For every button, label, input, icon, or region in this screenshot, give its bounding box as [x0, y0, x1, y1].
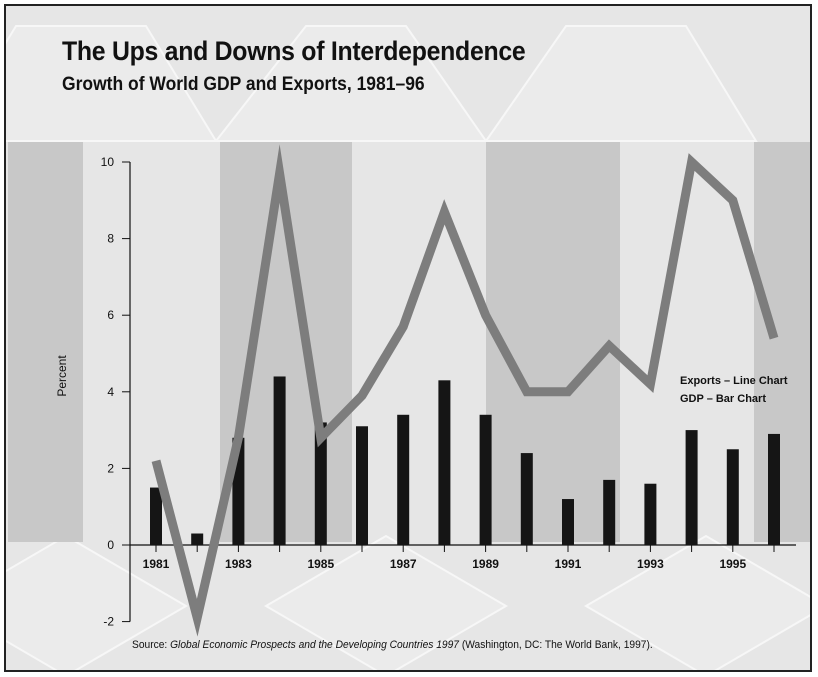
- legend-gdp: GDP – Bar Chart: [680, 393, 766, 405]
- gdp-bar: [314, 422, 327, 545]
- x-tick-label: 1995: [719, 557, 746, 571]
- gdp-bar: [356, 426, 368, 545]
- chart-title: The Ups and Downs of Interdependence: [62, 36, 526, 66]
- y-tick-label: 0: [107, 538, 114, 552]
- gdp-bar: [644, 483, 657, 545]
- axes: [122, 161, 796, 623]
- gdp-bar: [438, 380, 451, 545]
- gdp-bar: [726, 449, 739, 545]
- shaded-band: [486, 142, 620, 542]
- source-note: Source: Global Economic Prospects and th…: [132, 639, 653, 651]
- y-tick-label: 8: [107, 232, 114, 246]
- y-tick-label: 6: [107, 308, 114, 322]
- y-tick-label: 10: [101, 155, 115, 169]
- legend-exports: Exports – Line Chart: [680, 375, 788, 387]
- gdp-bar: [273, 376, 286, 545]
- exports-line-path: [151, 144, 779, 637]
- plot-area: -2 0 2 4 6 8 10 1981 1983 1985 1987 1989 1991 1993 199…: [55, 144, 796, 637]
- gdp-bar: [603, 479, 616, 545]
- x-tick-label: 1991: [555, 557, 582, 571]
- x-tick-label: 1983: [225, 557, 252, 571]
- gdp-bar: [191, 533, 204, 545]
- source-suffix: (Washington, DC: The World Bank, 1997).: [458, 639, 653, 651]
- gdp-bar: [685, 430, 698, 545]
- shaded-band: [8, 142, 83, 542]
- x-tick-label: 1987: [390, 557, 417, 571]
- x-tick-label: 1981: [143, 557, 170, 571]
- gdp-bar: [397, 414, 410, 545]
- chart-subtitle: Growth of World GDP and Exports, 1981–96: [62, 74, 425, 95]
- diamond-pattern: [6, 25, 810, 670]
- x-tick-label: 1989: [472, 557, 499, 571]
- y-tick-label: -2: [103, 615, 114, 629]
- gdp-bar: [150, 487, 162, 545]
- gdp-bar: [768, 433, 780, 545]
- axis-labels: -2 0 2 4 6 8 10 1981 1983 1985 1987 1989 1991 1993 199…: [101, 155, 747, 629]
- gdp-bar: [520, 453, 533, 545]
- x-tick-label: 1993: [637, 557, 664, 571]
- chart-figure: The Ups and Downs of Interdependence Gro…: [4, 4, 812, 672]
- y-tick-label: 4: [107, 385, 114, 399]
- y-axis-label: Percent: [55, 355, 69, 397]
- gdp-bars: [150, 376, 780, 545]
- source-prefix: Source:: [132, 639, 171, 651]
- shaded-band: [754, 142, 810, 542]
- source-title: Global Economic Prospects and the Develo…: [170, 639, 459, 651]
- y-tick-label: 2: [107, 461, 114, 475]
- x-tick-label: 1985: [307, 557, 334, 571]
- exports-line: [151, 144, 779, 637]
- gdp-bar: [479, 414, 492, 545]
- gdp-bar: [562, 499, 574, 545]
